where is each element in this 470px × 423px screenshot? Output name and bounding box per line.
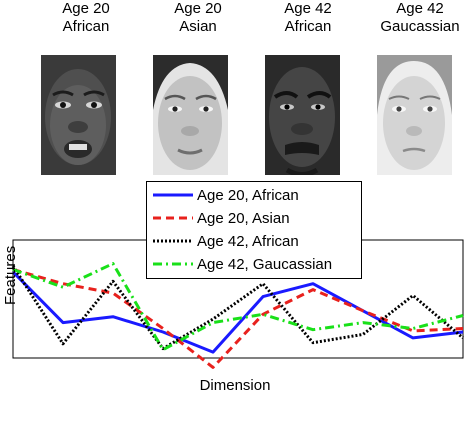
face-photo-age20-african — [41, 55, 116, 175]
face-age-label: Age 20 — [174, 0, 222, 17]
legend-label: Age 20, Asian — [197, 209, 290, 227]
legend-item: Age 20, African — [153, 184, 299, 206]
face-ethnicity-label: Gaucassian — [380, 18, 460, 35]
legend-label: Age 42, African — [197, 232, 299, 250]
legend-item: Age 42, Gaucassian — [153, 253, 332, 275]
legend-label: Age 42, Gaucassian — [197, 255, 333, 273]
x-axis-label: Dimension — [199, 377, 271, 394]
legend-swatch-dashed-red — [153, 216, 193, 220]
face-caption-4: Age 42 Gaucassian — [372, 0, 468, 36]
series-line-2 — [12, 268, 464, 369]
face-caption-2: Age 20 Asian — [150, 0, 246, 36]
y-axis-label: Features — [2, 245, 19, 305]
face-photo-age42-gaucassian — [377, 55, 452, 175]
chart-legend: Age 20, African Age 20, Asian Age 42, Af… — [146, 181, 362, 279]
face-photo-age42-african — [265, 55, 340, 175]
face-ethnicity-label: African — [62, 18, 110, 35]
series-line-3 — [11, 265, 464, 351]
face-photo-age20-asian — [153, 55, 228, 175]
face-age-label: Age 42 — [284, 0, 332, 17]
legend-swatch-dotted-black — [153, 239, 193, 243]
face-caption-3: Age 42 African — [260, 0, 356, 36]
legend-item: Age 20, Asian — [153, 207, 290, 229]
face-age-label: Age 42 — [396, 0, 444, 17]
face-ethnicity-label: Asian — [179, 18, 217, 35]
legend-item: Age 42, African — [153, 230, 299, 252]
legend-swatch-solid-blue — [153, 193, 193, 197]
series-line-4 — [12, 262, 464, 352]
series-layer — [11, 262, 464, 369]
legend-label: Age 20, African — [197, 186, 299, 204]
face-age-label: Age 20 — [62, 0, 110, 17]
legend-swatch-dashdot-green — [153, 262, 193, 266]
face-caption-1: Age 20 African — [38, 0, 134, 36]
face-ethnicity-label: African — [284, 18, 332, 35]
